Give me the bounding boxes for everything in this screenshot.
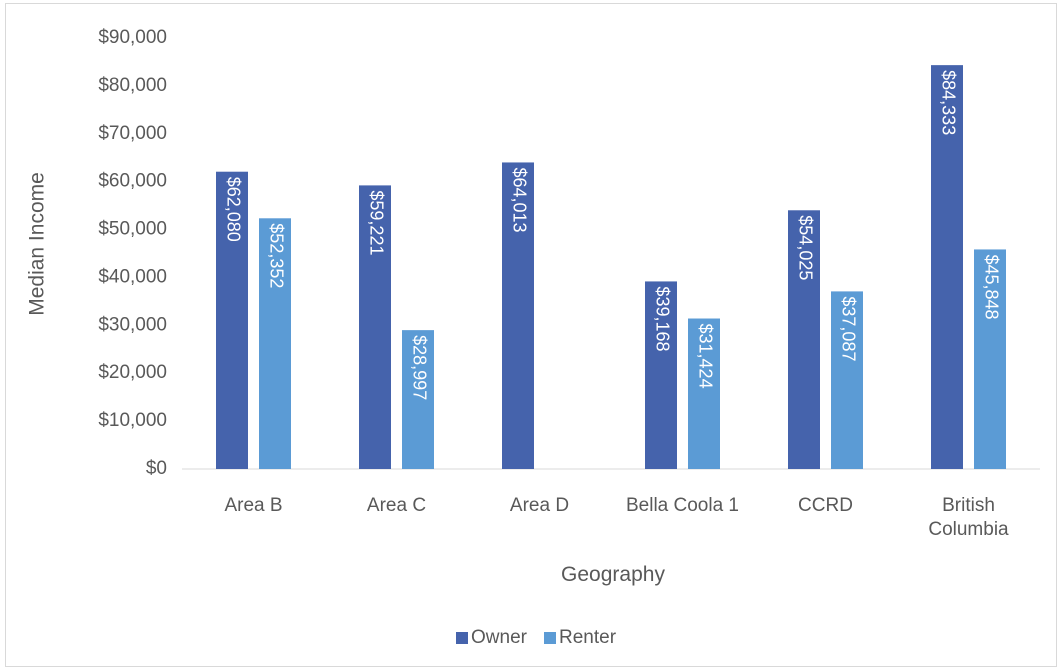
y-tick-label: $20,000 — [98, 362, 167, 383]
legend-label: Owner — [471, 627, 528, 648]
bar-owner — [931, 65, 963, 469]
y-tick-label: $30,000 — [98, 314, 167, 335]
x-tick-label: Area B — [224, 495, 282, 516]
bar-owner — [359, 185, 391, 469]
data-label: $28,997 — [409, 335, 429, 400]
y-axis-title: Median Income — [26, 172, 49, 316]
data-labels: $62,080 $52,352 $59,221 $28,997 $64,013 $39,1… — [223, 70, 1001, 400]
legend: Owner Renter — [456, 627, 617, 648]
y-axis-ticks: $0 $10,000 $20,000 $30,000 $40,000 $50,000 $60… — [98, 27, 167, 479]
bar-chart: Median Income $0 $10,000 $20,000 $30,000 $40… — [26, 27, 1040, 648]
x-tick-label: Area C — [367, 495, 426, 516]
data-label: $31,424 — [695, 324, 715, 389]
x-tick-label: British Columbia — [928, 495, 1009, 540]
data-label: $84,333 — [938, 70, 958, 135]
data-label: $45,848 — [981, 254, 1001, 319]
data-label: $37,087 — [838, 296, 858, 361]
legend-label: Renter — [559, 627, 617, 648]
y-tick-label: $10,000 — [98, 410, 167, 431]
bar-renter — [259, 218, 291, 469]
bar-renter — [974, 249, 1006, 469]
bar-renter — [402, 330, 434, 469]
data-label: $54,025 — [795, 215, 815, 280]
y-tick-label: $40,000 — [98, 266, 167, 287]
y-tick-label: $50,000 — [98, 219, 167, 240]
bar-owner — [502, 162, 534, 469]
bar-renter — [688, 318, 720, 469]
x-axis-title: Geography — [561, 563, 665, 586]
data-label: $59,221 — [366, 190, 386, 255]
bar-series — [216, 65, 1006, 469]
y-tick-label: $80,000 — [98, 75, 167, 96]
y-tick-label: $70,000 — [98, 123, 167, 144]
y-tick-label: $60,000 — [98, 171, 167, 192]
bar-renter — [831, 291, 863, 469]
data-label: $52,352 — [266, 223, 286, 288]
x-tick-label: Bella Coola 1 — [626, 495, 739, 516]
chart-frame: Median Income $0 $10,000 $20,000 $30,000 $40… — [5, 3, 1057, 667]
bar-owner — [216, 171, 248, 469]
legend-swatch — [456, 632, 468, 644]
x-axis-ticks: Area B Area C Area D Bella Coola 1 CCRD Briti… — [224, 495, 1009, 540]
bar-owner — [788, 210, 820, 469]
data-label: $39,168 — [652, 286, 672, 351]
bar-owner — [645, 281, 677, 469]
y-tick-label: $0 — [146, 458, 167, 479]
y-tick-label: $90,000 — [98, 27, 167, 48]
data-label: $62,080 — [223, 177, 243, 242]
legend-swatch — [544, 632, 556, 644]
x-tick-label: CCRD — [798, 495, 853, 516]
x-tick-label: Area D — [510, 495, 569, 516]
data-label: $64,013 — [509, 167, 529, 232]
